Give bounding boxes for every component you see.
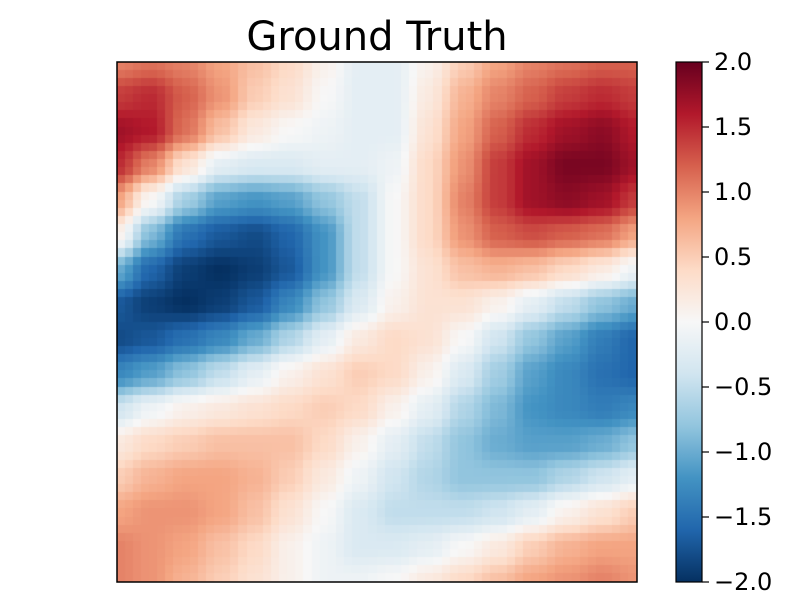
colorbar-tick-label: 0.5 — [714, 243, 752, 271]
colorbar-tick-label: −1.0 — [714, 438, 772, 466]
colorbar-tick-label: 1.5 — [714, 113, 752, 141]
colorbar — [676, 62, 702, 582]
colorbar-tick-label: 0.0 — [714, 308, 752, 336]
colorbar-tick-label: −0.5 — [714, 373, 772, 401]
plot-frame — [116, 61, 638, 583]
colorbar-tick-label: 1.0 — [714, 178, 752, 206]
heatmap-image-container — [117, 62, 637, 582]
colorbar-tick-label: 2.0 — [714, 48, 752, 76]
colorbar-tick-label: −2.0 — [714, 568, 772, 596]
heatmap-image — [117, 62, 637, 582]
chart-title: Ground Truth — [246, 14, 508, 60]
colorbar-tick-label: −1.5 — [714, 503, 772, 531]
colorbar-ticks: 2.0 1.5 1.0 0.5 0.0 −0.5 −1.0 −1.5 −2.0 — [702, 48, 772, 596]
